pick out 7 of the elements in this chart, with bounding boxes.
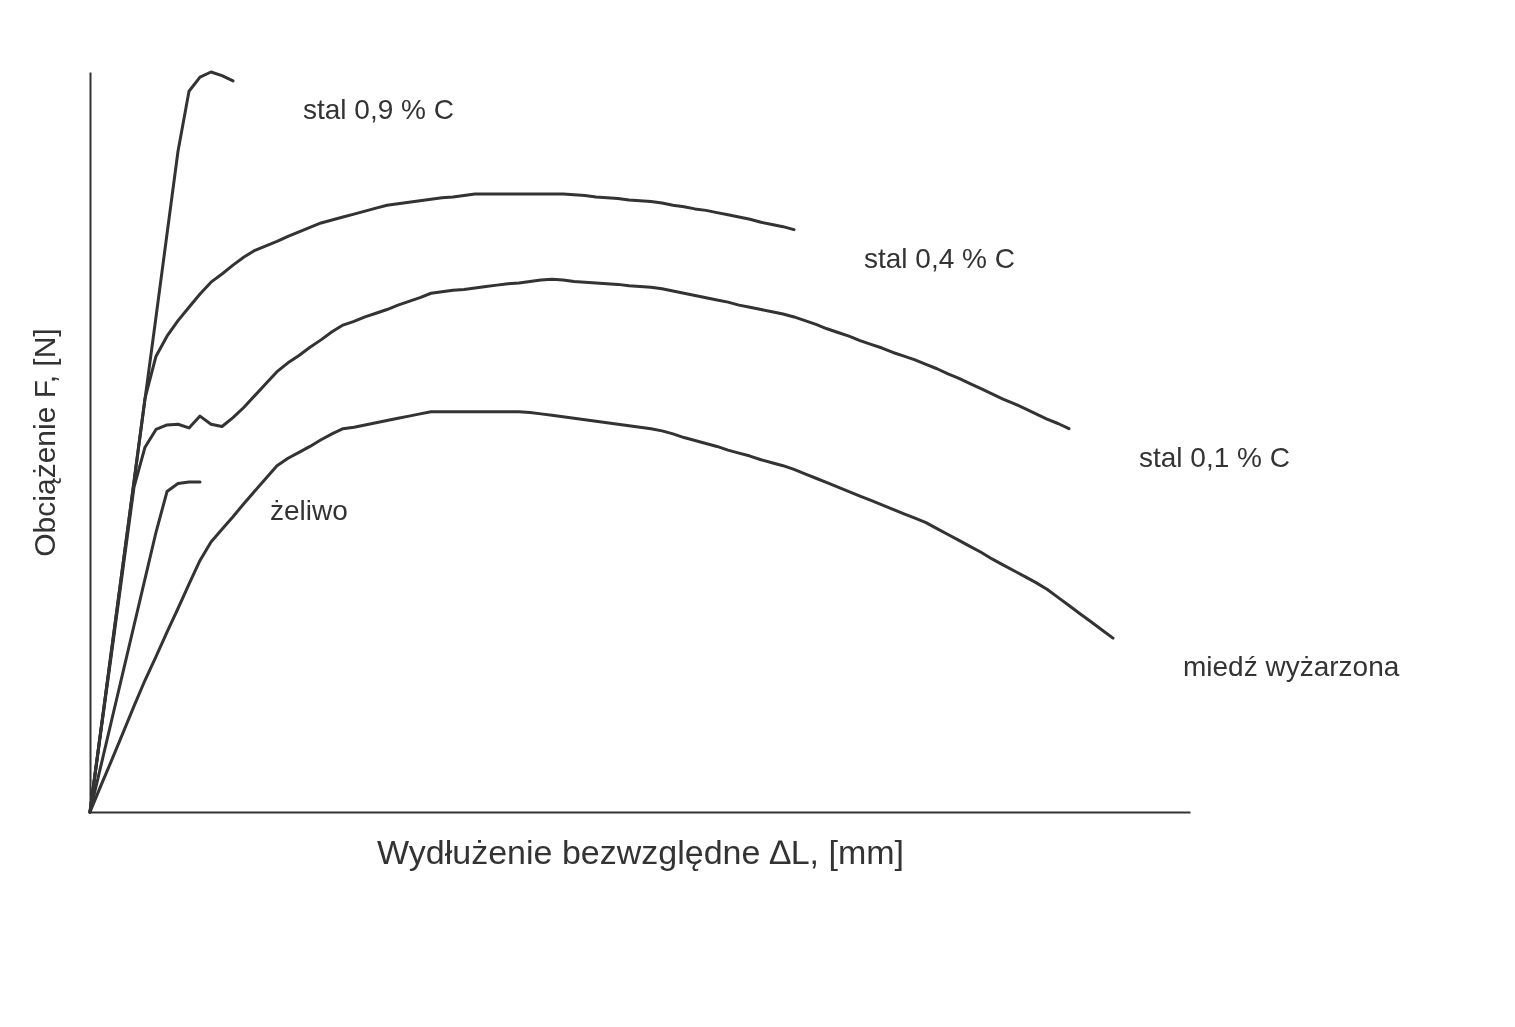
y-axis-title: Obciążenie F, [N] xyxy=(27,328,61,557)
text: stal 0,1 % C xyxy=(1139,441,1290,473)
x-axis-title: Wydłużenie bezwzględne ∆L, [mm] xyxy=(377,832,904,871)
text: stal 0,9 % C xyxy=(303,93,454,125)
text: miedź wyżarzona xyxy=(1183,651,1400,683)
text: żeliwo xyxy=(270,494,348,526)
text: stal 0,4 % C xyxy=(864,242,1015,274)
